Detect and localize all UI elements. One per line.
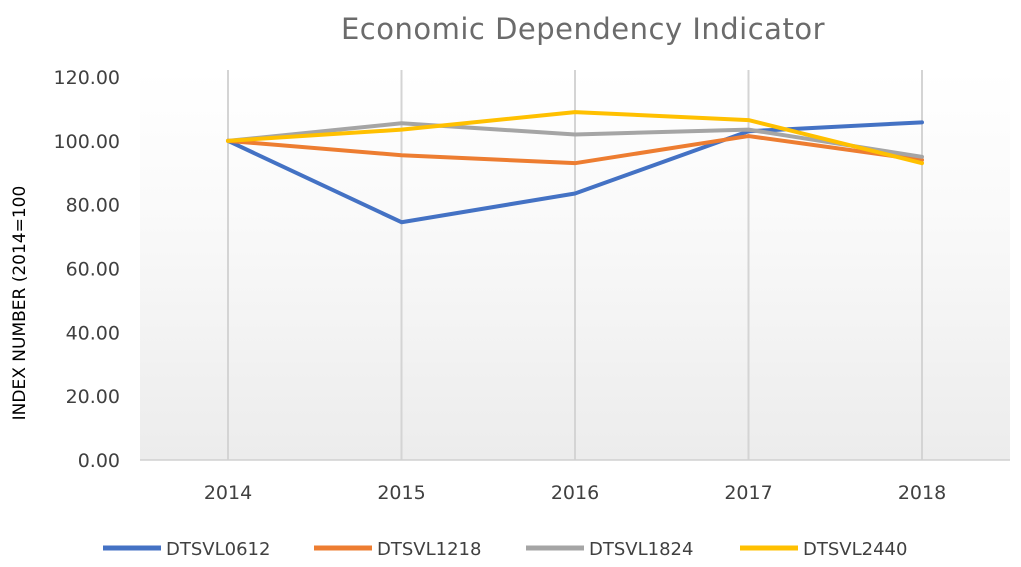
chart-title: Economic Dependency Indicator [341,12,825,46]
y-tick-label: 60.00 [66,259,120,281]
x-tick-label: 2018 [898,482,946,504]
legend-label: DTSVL1824 [589,539,693,560]
legend-item-dtsvl1824[interactable]: DTSVL1824 [526,539,693,560]
y-tick-label: 20.00 [66,386,120,408]
legend-label: DTSVL2440 [803,539,907,560]
series-line-dtsvl1218 [226,134,924,166]
y-tick-label: 120.00 [54,67,120,89]
legend-item-dtsvl0612[interactable]: DTSVL0612 [103,539,270,560]
y-tick-label: 100.00 [54,131,120,153]
legend-label: DTSVL1218 [377,539,481,560]
legend-label: DTSVL0612 [166,539,270,560]
series-line-dtsvl2440 [226,110,924,166]
series-line-dtsvl0612 [226,120,924,225]
x-tick-label: 2015 [377,482,425,504]
x-axis-ticks: 2014 2015 2016 2017 2018 [204,482,946,504]
legend: DTSVL0612 DTSVL1218 DTSVL1824 DTSVL2440 [103,539,907,560]
y-axis-label: INDEX NUMBER (2014=100 [10,186,30,421]
legend-item-dtsvl1218[interactable]: DTSVL1218 [314,539,481,560]
legend-item-dtsvl2440[interactable]: DTSVL2440 [740,539,907,560]
x-tick-label: 2014 [204,482,252,504]
series-line-dtsvl1824 [226,121,924,159]
y-tick-label: 80.00 [66,195,120,217]
y-axis-ticks: 0.00 20.00 40.00 60.00 80.00 100.00 120.00 [54,67,120,472]
y-tick-label: 40.00 [66,322,120,344]
x-tick-label: 2016 [551,482,599,504]
y-tick-label: 0.00 [78,450,120,472]
series-lines [226,110,924,225]
x-tick-label: 2017 [724,482,772,504]
